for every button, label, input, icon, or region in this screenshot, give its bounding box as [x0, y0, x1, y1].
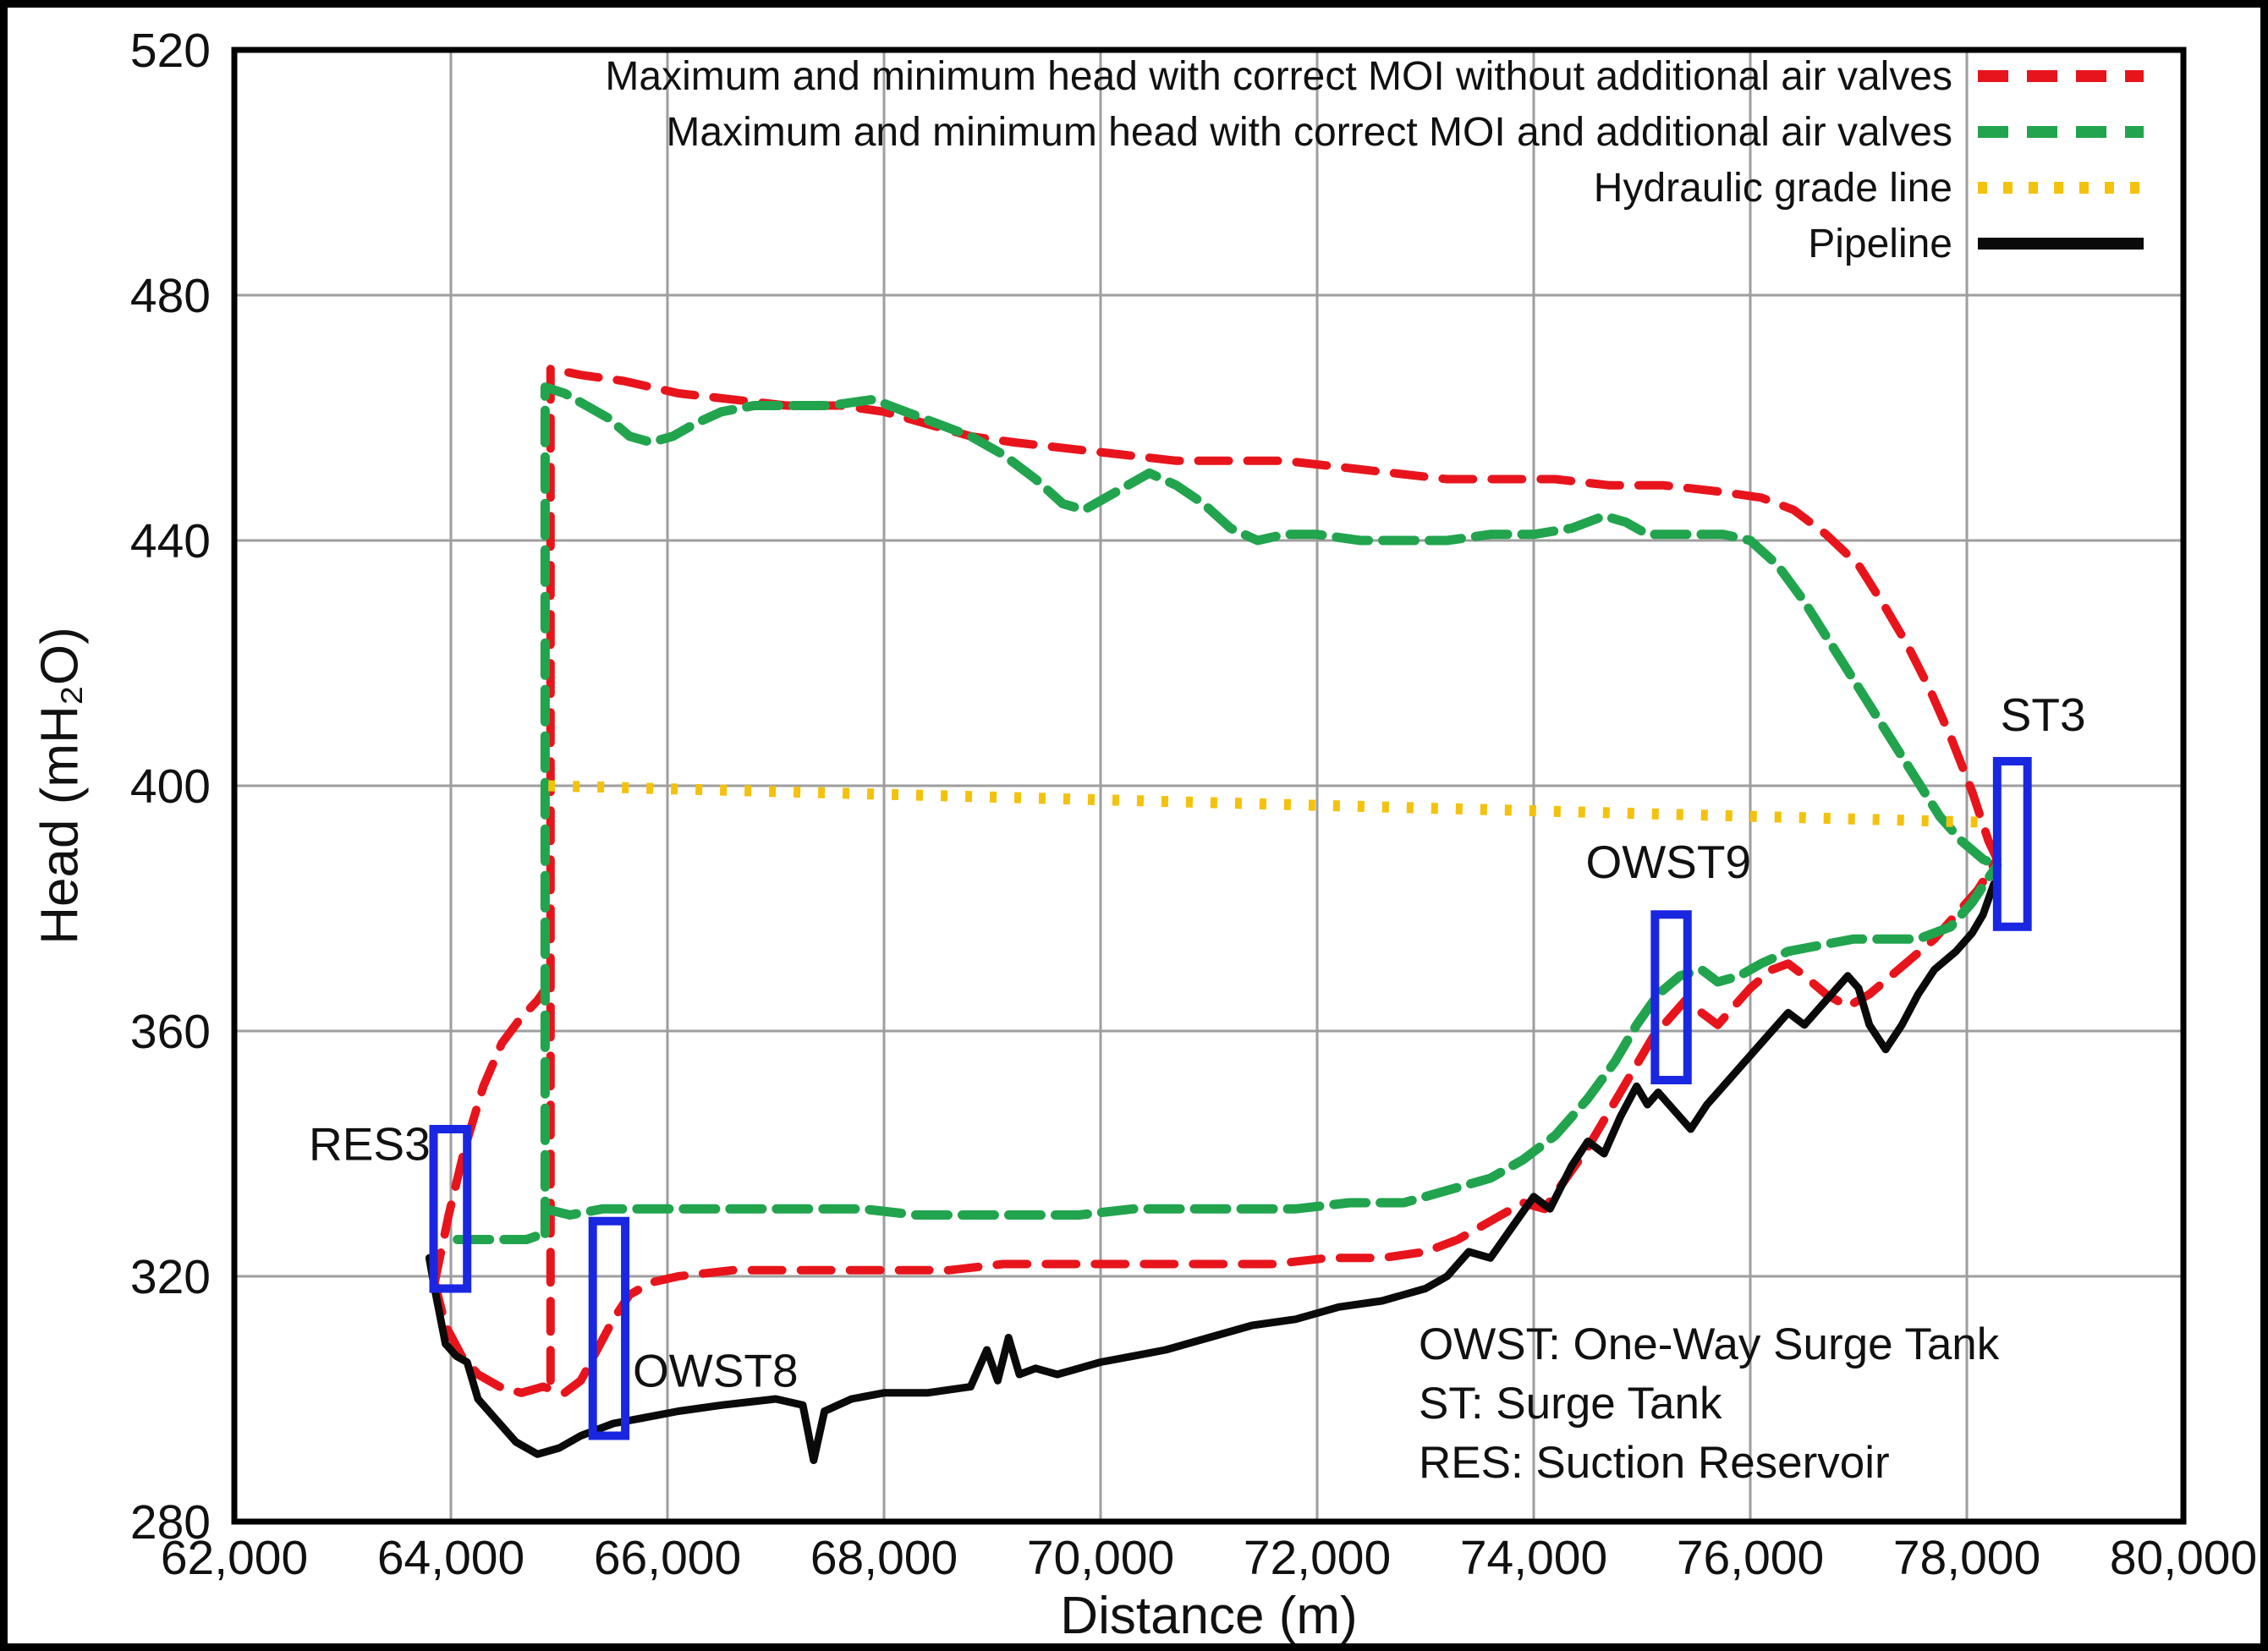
legend-item-hydraulic-grade-line: Hydraulic grade line [605, 163, 2144, 212]
x-tick-label: 62,000 [161, 1531, 308, 1585]
y-tick-label: 320 [130, 1250, 211, 1304]
legend-item-green-envelope: Maximum and minimum head with correct MO… [605, 107, 2144, 156]
annotation-label-res3: RES3 [309, 1117, 431, 1170]
y-tick-label: 360 [130, 1005, 211, 1059]
series-line-0 [546, 365, 2002, 1385]
y-tick-label: 480 [130, 269, 211, 323]
plot-border [231, 47, 2187, 1525]
series-line-1 [540, 860, 2002, 1220]
legend: Maximum and minimum head with correct MO… [605, 52, 2144, 268]
x-tick-label: 80,000 [2110, 1531, 2257, 1585]
x-tick-label: 70,000 [1027, 1531, 1174, 1585]
annotation-label-owst8: OWST8 [633, 1345, 799, 1397]
annotation-marker-st3 [1992, 757, 2032, 931]
series-line-1 [540, 382, 2002, 1238]
legend-item-pipeline: Pipeline [605, 219, 2144, 268]
series-line-1 [453, 1228, 549, 1244]
legend-label: Pipeline [1808, 221, 1952, 266]
green-dashed-line-sample [1978, 126, 2144, 138]
annotation-label-st3: ST3 [2001, 688, 2086, 741]
legend-label: Maximum and minimum head with correct MO… [666, 109, 1952, 155]
y-tick-label: 280 [130, 1495, 211, 1550]
y-tick-label: 520 [130, 24, 211, 78]
x-tick-label: 66,000 [594, 1531, 741, 1585]
legend-label: Hydraulic grade line [1593, 165, 1952, 211]
x-axis-title: Distance (m) [1060, 1587, 1358, 1645]
legend-item-red-envelope: Maximum and minimum head with correct MO… [605, 52, 2144, 101]
series-line-0 [430, 855, 2002, 1397]
x-tick-label: 72,000 [1244, 1531, 1391, 1585]
y-tick-label: 440 [130, 514, 211, 568]
annotation-marker-res3 [429, 1125, 472, 1293]
annotation-marker-owst8 [588, 1216, 630, 1440]
note-owst: OWST: One-Way Surge Tank [1419, 1319, 2000, 1369]
y-tick-label: 400 [130, 760, 211, 814]
y-axis-title: Head (mH₂O) [30, 627, 90, 945]
annotation-marker-owst9 [1650, 910, 1692, 1084]
annotation-label-owst9: OWST9 [1585, 836, 1751, 888]
black-solid-line-sample [1978, 238, 2144, 250]
x-tick-label: 74,000 [1460, 1531, 1607, 1585]
series-line-2 [548, 780, 1995, 828]
x-tick-label: 68,000 [810, 1531, 958, 1585]
x-tick-label: 64,000 [377, 1531, 524, 1585]
x-tick-label: 78,000 [1893, 1531, 2040, 1585]
legend-label: Maximum and minimum head with correct MO… [605, 53, 1952, 99]
abbreviation-notes: OWST: One-Way Surge Tank ST: Surge Tank … [1419, 1315, 1999, 1493]
plot-area: 62,000 64,000 66,000 68,000 70,000 72,000 74,0… [130, 24, 2257, 1585]
note-res: RES: Suction Reservoir [1419, 1438, 1890, 1488]
yellow-dotted-line-sample [1978, 182, 2144, 194]
series-line-0 [430, 984, 551, 1287]
red-dashed-line-sample [1978, 70, 2144, 82]
x-tick-label: 76,000 [1677, 1531, 1824, 1585]
note-st: ST: Surge Tank [1419, 1379, 1722, 1429]
series-line-3 [425, 880, 1998, 1464]
